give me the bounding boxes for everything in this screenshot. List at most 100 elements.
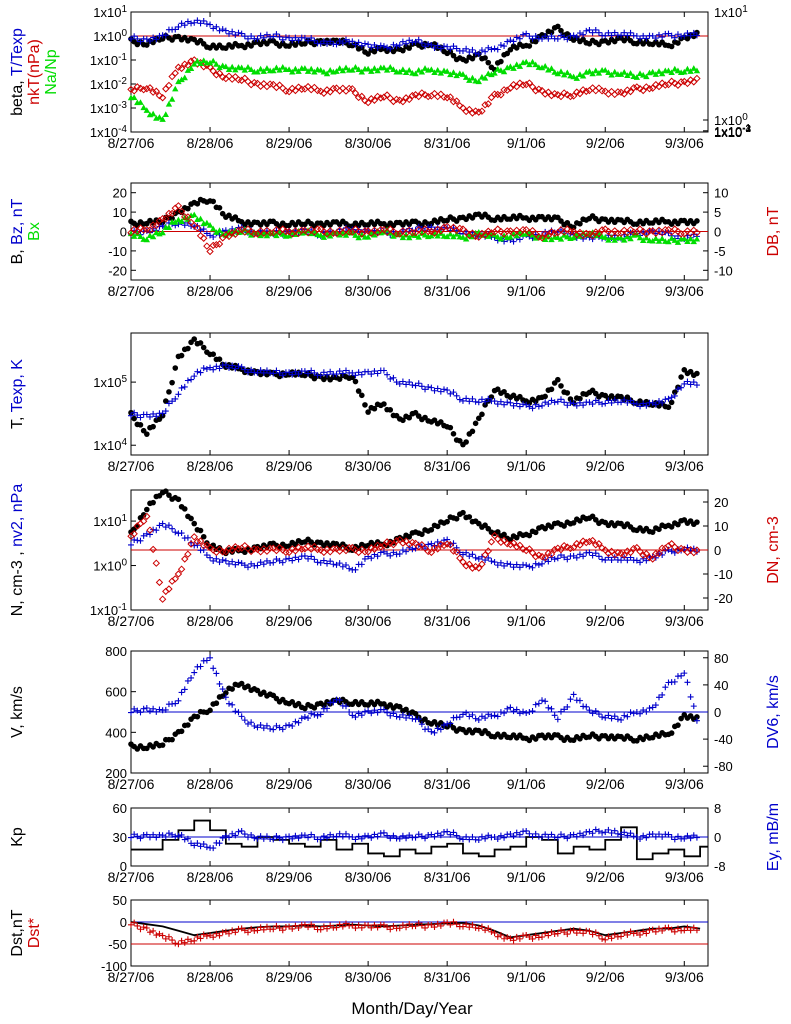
data-point	[561, 833, 568, 840]
data-point	[210, 845, 217, 852]
data-point	[371, 707, 378, 714]
data-point	[504, 934, 511, 941]
data-point	[421, 91, 429, 99]
data-point	[244, 720, 251, 727]
data-point	[150, 927, 157, 934]
data-point	[301, 226, 309, 235]
data-point	[358, 561, 365, 568]
data-point	[573, 88, 581, 96]
data-point	[387, 407, 394, 413]
data-point	[510, 402, 517, 409]
data-point	[621, 68, 628, 75]
data-point	[472, 715, 479, 722]
data-point	[222, 361, 229, 368]
data-point	[447, 424, 454, 431]
data-point	[143, 85, 151, 93]
data-point	[222, 27, 229, 34]
data-point	[469, 74, 476, 81]
data-point	[485, 711, 492, 718]
data-point	[311, 68, 318, 75]
axis-label-part: nkT(nPa)	[26, 39, 43, 105]
data-point	[437, 227, 445, 235]
data-point	[134, 523, 141, 529]
data-point	[181, 686, 188, 693]
data-point	[387, 712, 394, 719]
data-point	[313, 225, 322, 233]
data-point	[241, 66, 249, 73]
data-point	[453, 45, 460, 52]
data-point	[305, 370, 312, 377]
series-t-texp	[128, 17, 700, 57]
data-point	[362, 402, 368, 408]
data-point	[627, 235, 634, 242]
data-point	[608, 715, 615, 722]
data-point	[165, 209, 173, 218]
data-point	[396, 550, 403, 557]
data-point	[346, 565, 353, 572]
data-point	[355, 545, 362, 552]
data-point	[292, 922, 299, 929]
data-point	[450, 918, 457, 925]
data-point	[592, 67, 599, 74]
data-point	[465, 560, 474, 568]
data-point	[472, 924, 479, 931]
x-tick-label: 8/28/06	[187, 869, 234, 885]
series-nv2	[128, 520, 700, 573]
data-point	[513, 232, 520, 239]
data-point	[128, 709, 134, 716]
data-point	[566, 92, 575, 101]
data-point	[409, 546, 416, 553]
data-point	[422, 386, 429, 393]
data-point	[210, 351, 217, 357]
data-point	[304, 68, 312, 74]
data-point	[355, 369, 362, 376]
data-point	[693, 548, 700, 555]
data-point	[671, 79, 679, 87]
data-point	[648, 555, 657, 563]
series-b	[128, 196, 700, 231]
data-point	[481, 101, 489, 109]
data-point	[668, 69, 675, 76]
data-point	[469, 711, 476, 718]
data-point	[380, 542, 388, 550]
data-point	[286, 833, 293, 840]
data-point	[380, 64, 388, 71]
data-point	[633, 557, 640, 564]
left-tick-label: -50	[108, 937, 127, 952]
data-point	[355, 833, 362, 840]
data-point	[273, 367, 280, 374]
data-point	[482, 55, 488, 61]
data-point	[459, 234, 467, 240]
data-point	[617, 234, 625, 241]
data-point	[349, 38, 356, 45]
data-point	[523, 709, 530, 716]
data-point	[229, 701, 236, 708]
data-point	[554, 555, 561, 562]
data-point	[263, 722, 270, 729]
data-point	[136, 224, 145, 232]
data-point	[671, 237, 679, 243]
data-point	[231, 230, 240, 238]
data-point	[469, 428, 476, 435]
data-point	[649, 704, 656, 711]
data-point	[216, 680, 223, 687]
data-point	[693, 235, 701, 242]
data-point	[352, 378, 359, 385]
data-point	[497, 932, 504, 939]
data-point	[174, 63, 183, 71]
data-point	[320, 923, 327, 930]
data-point	[257, 232, 264, 239]
data-point	[241, 831, 248, 838]
data-point	[377, 225, 385, 234]
data-point	[248, 366, 255, 373]
data-point	[134, 230, 141, 237]
data-point	[484, 547, 492, 555]
data-point	[466, 713, 473, 720]
data-point	[425, 41, 432, 48]
data-point	[636, 547, 644, 556]
data-point	[431, 417, 438, 423]
data-point	[143, 925, 150, 931]
data-point	[655, 398, 662, 405]
data-point	[570, 831, 577, 838]
data-point	[595, 828, 602, 835]
